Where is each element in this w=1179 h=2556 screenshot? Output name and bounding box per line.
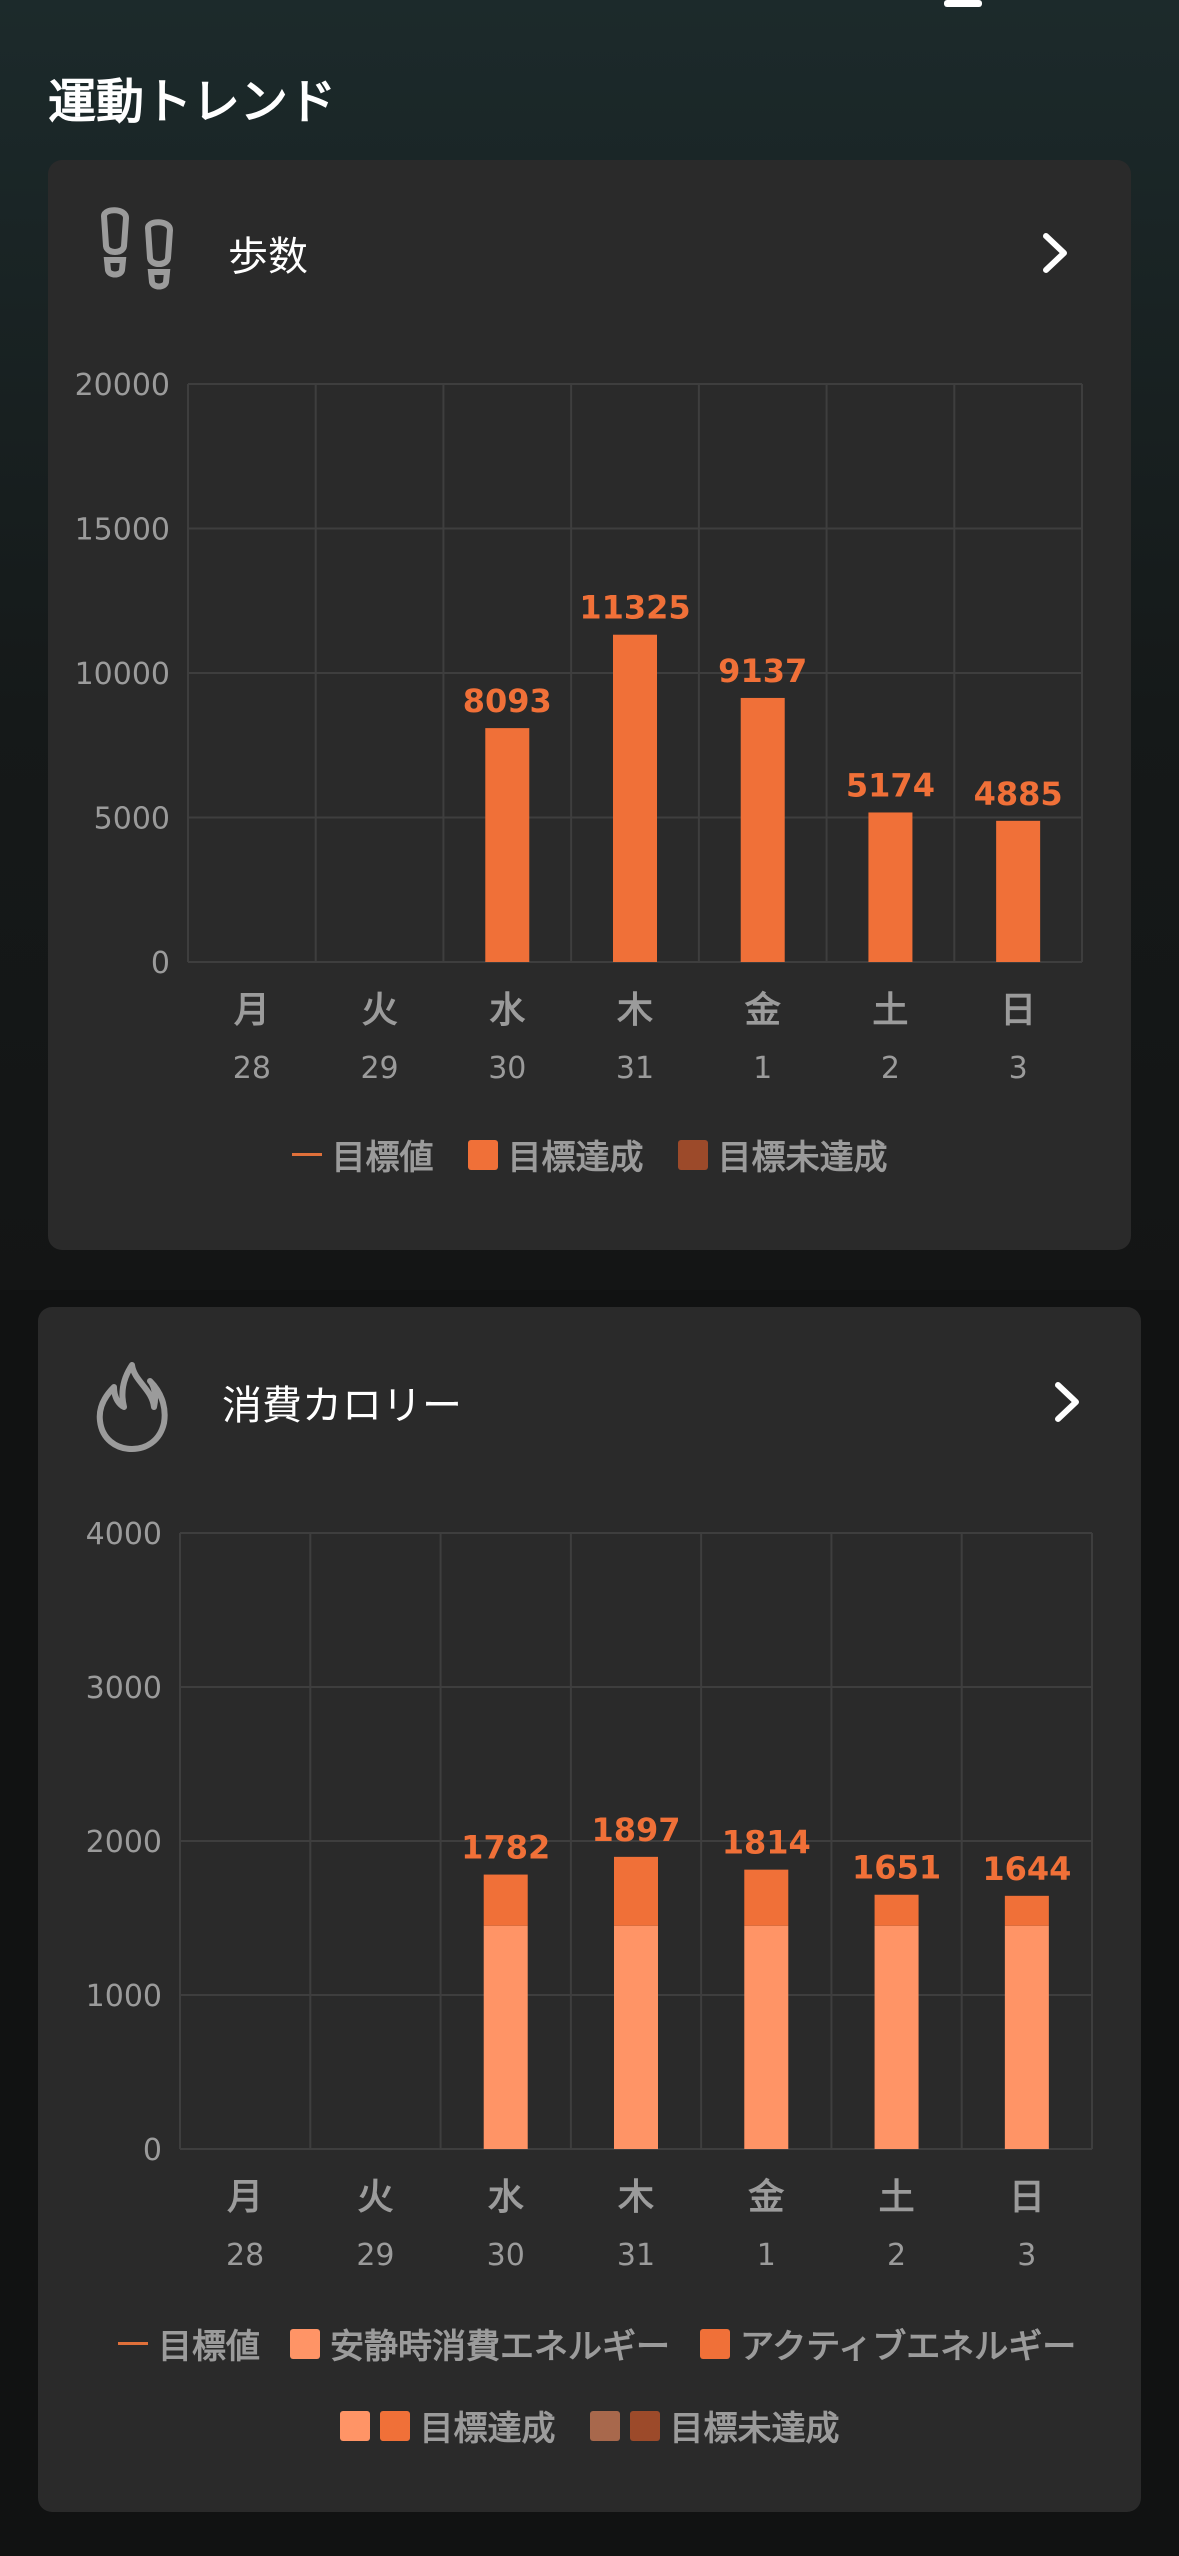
y-tick-label: 5000 (94, 802, 170, 837)
not-achieved-swatch (629, 2410, 660, 2441)
x-tick-label: 木 (618, 2177, 654, 2218)
bar-segment (483, 1925, 528, 2149)
x-tick-label: 金 (744, 989, 782, 1031)
bar-segment (1004, 1925, 1049, 2149)
resting-energy-swatch (290, 2328, 320, 2359)
bar-segment (1004, 1895, 1049, 1926)
x-date-label: 30 (487, 2238, 525, 2273)
x-date-label: 29 (356, 2238, 394, 2273)
bar (740, 697, 785, 962)
x-tick-label: 日 (1009, 2177, 1045, 2218)
x-date-label: 30 (488, 1051, 526, 1086)
x-date-label: 31 (617, 2238, 655, 2273)
data-label: 1651 (852, 1849, 941, 1887)
y-tick-label: 0 (151, 946, 170, 981)
y-tick-label: 4000 (86, 1517, 162, 1552)
goal-line-swatch (118, 2342, 148, 2345)
x-tick-label: 日 (1000, 990, 1036, 1031)
x-tick-label: 木 (617, 990, 653, 1031)
data-label: 4885 (974, 775, 1063, 813)
bar-segment (744, 1869, 789, 1926)
x-tick-label: 月 (227, 2177, 263, 2218)
x-date-label: 3 (1009, 1051, 1028, 1086)
bar-segment (614, 1856, 658, 1926)
achieved-swatch (379, 2410, 410, 2441)
x-date-label: 31 (616, 1051, 654, 1086)
calories-legend-row2: 目標達成 目標未達成 (38, 2401, 1141, 2450)
bar (868, 812, 913, 962)
x-tick-label: 土 (872, 990, 908, 1031)
legend-item-goal: 目標値 (291, 1130, 434, 1179)
x-date-label: 2 (887, 2238, 906, 2273)
data-label: 1644 (982, 1850, 1071, 1888)
steps-card[interactable]: 歩数 0 5000 10000 15000 20000 月 28 火 29 水 30 木 31 金 1 土 2 日… (48, 160, 1131, 1250)
data-label: 9137 (718, 652, 807, 690)
legend-item-achieved: 目標達成 (339, 2401, 556, 2450)
bar-segment (614, 1925, 658, 2149)
x-tick-label: 火 (357, 2177, 393, 2218)
bar-segment (483, 1874, 528, 1926)
x-tick-label: 火 (362, 990, 398, 1031)
x-tick-label: 水 (489, 990, 526, 1031)
achieved-swatch (467, 1139, 498, 1170)
bar-segment (874, 1894, 919, 1926)
bar-segment (744, 1925, 789, 2149)
y-tick-label: 2000 (86, 1825, 162, 1860)
y-tick-label: 20000 (75, 368, 170, 403)
legend-item-not-achieved: 目標未達成 (677, 1130, 888, 1179)
y-tick-label: 0 (143, 2133, 162, 2168)
achieved-light-swatch (339, 2410, 370, 2441)
y-tick-label: 3000 (86, 1671, 162, 1706)
steps-legend: 目標値 目標達成 目標未達成 (48, 1130, 1131, 1179)
calories-card-title: 消費カロリー (222, 1383, 462, 1429)
data-label: 11325 (579, 589, 690, 627)
data-label: 8093 (463, 682, 552, 720)
bar (485, 728, 530, 962)
not-achieved-light-swatch (589, 2410, 620, 2441)
x-date-label: 28 (233, 1051, 271, 1086)
not-achieved-swatch (677, 1139, 708, 1170)
active-energy-swatch (700, 2328, 730, 2359)
chevron-right-icon[interactable] (1038, 230, 1072, 276)
legend-item-active-energy: アクティブエネルギー (700, 2319, 1076, 2368)
x-date-label: 3 (1017, 2238, 1036, 2273)
x-date-label: 1 (757, 2238, 776, 2273)
x-tick-label: 水 (488, 2177, 525, 2218)
y-tick-label: 10000 (75, 657, 170, 692)
x-date-label: 29 (360, 1051, 398, 1086)
data-label: 1897 (591, 1811, 680, 1849)
x-tick-label: 土 (879, 2177, 915, 2218)
bar (613, 634, 657, 962)
section-title: 運動トレンド (48, 74, 337, 130)
calories-legend-row1: 目標値 安静時消費エネルギー アクティブエネルギー (38, 2319, 1141, 2368)
steps-chart: 0 5000 10000 15000 20000 月 28 火 29 水 30 木 31 金 1 土 2 日 3 80… (75, 368, 1083, 1086)
legend-item-not-achieved: 目標未達成 (589, 2401, 840, 2450)
footsteps-icon (100, 207, 174, 290)
x-tick-label: 金 (747, 2176, 785, 2218)
calories-chart: 0 1000 2000 3000 4000 月 28 火 29 水 30 木 31 金 1 土 2 日 3 1782 1… (86, 1517, 1093, 2273)
status-indicator (944, 0, 982, 7)
calories-card[interactable]: 消費カロリー 0 1000 2000 3000 4000 月 28 火 29 水 30 木 31 金 1 土 2… (38, 1307, 1141, 2512)
x-tick-label: 月 (234, 990, 270, 1031)
x-date-label: 28 (226, 2238, 264, 2273)
legend-item-goal: 目標値 (118, 2319, 260, 2368)
bar (996, 820, 1041, 962)
flame-icon (96, 1362, 168, 1452)
legend-item-resting-energy: 安静時消費エネルギー (290, 2319, 670, 2368)
y-tick-label: 1000 (86, 1979, 162, 2014)
bar-segment (874, 1925, 919, 2149)
x-date-label: 2 (881, 1051, 900, 1086)
y-tick-label: 15000 (75, 513, 170, 548)
chevron-right-icon[interactable] (1050, 1379, 1084, 1425)
goal-line-swatch (291, 1153, 322, 1156)
x-date-label: 1 (753, 1051, 772, 1086)
data-label: 5174 (846, 766, 935, 804)
steps-card-title: 歩数 (228, 234, 308, 280)
legend-item-achieved: 目標達成 (467, 1130, 644, 1179)
data-label: 1814 (722, 1824, 811, 1862)
data-label: 1782 (461, 1829, 550, 1867)
